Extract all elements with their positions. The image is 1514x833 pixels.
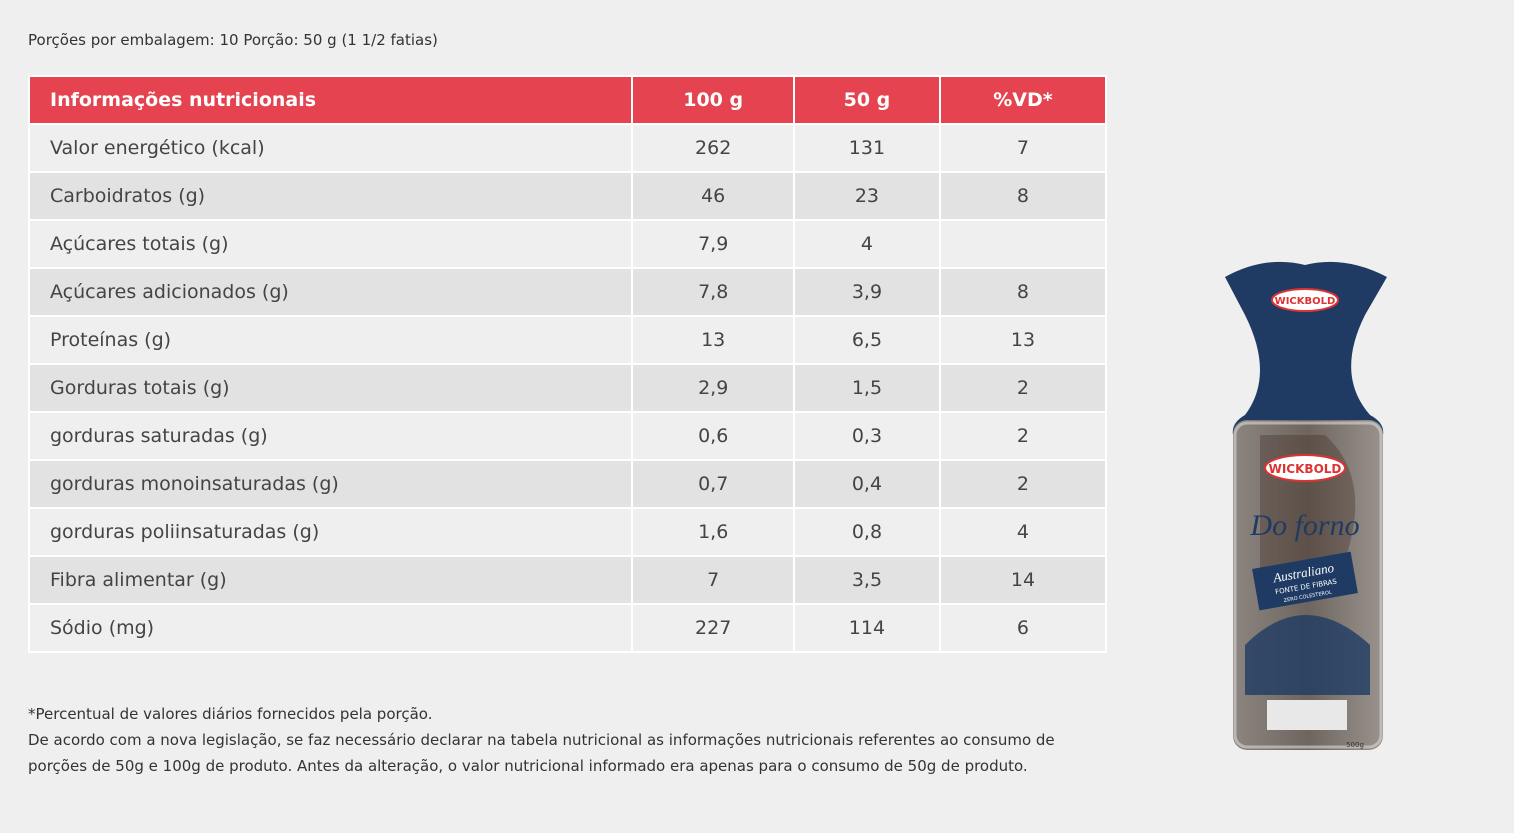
cell-value: 2,9 — [631, 363, 795, 413]
table-header: Informações nutricionais 100 g 50 g %VD* — [27, 75, 1108, 125]
cell-label: Gorduras totais (g) — [27, 363, 634, 413]
table-row: Proteínas (g) 13 6,5 13 — [27, 315, 1108, 365]
cell-value: 6 — [938, 603, 1108, 653]
cell-value: 0,3 — [792, 411, 941, 461]
cell-value: 2 — [938, 411, 1108, 461]
cell-value: 227 — [631, 603, 795, 653]
note: *Percentual de valores diários fornecido… — [28, 705, 433, 723]
cell-value: 13 — [631, 315, 795, 365]
product-line: Do forno — [1249, 509, 1359, 542]
cell-value: 1,6 — [631, 507, 795, 557]
cell-label: gorduras saturadas (g) — [27, 411, 634, 461]
column-header: 50 g — [792, 75, 941, 125]
weight: 500g — [1346, 741, 1364, 749]
cell-value: 0,4 — [792, 459, 941, 509]
table-row: Fibra alimentar (g) 7 3,5 14 — [27, 555, 1108, 605]
cell-value: 23 — [792, 171, 941, 221]
cell-value: 0,6 — [631, 411, 795, 461]
table-row: gorduras poliinsaturadas (g) 1,6 0,8 4 — [27, 507, 1108, 557]
cell-value: 13 — [938, 315, 1108, 365]
cell-label: Carboidratos (g) — [27, 171, 634, 221]
cell-value: 7 — [631, 555, 795, 605]
table-body: Valor energético (kcal) 262 131 7 Carboidrat… — [27, 123, 1108, 653]
cell-value: 7,8 — [631, 267, 795, 317]
cell-value: 14 — [938, 555, 1108, 605]
cell-value: 1,5 — [792, 363, 941, 413]
cell-label: Açúcares adicionados (g) — [27, 267, 634, 317]
table-row: gorduras monoinsaturadas (g) 0,7 0,4 2 — [27, 459, 1108, 509]
brand: WICKBOLD — [1269, 462, 1342, 476]
table-row: Valor energético (kcal) 262 131 7 — [27, 123, 1108, 173]
cell-value: 3,9 — [792, 267, 941, 317]
note: De acordo com a nova legislação, se faz … — [28, 731, 1055, 775]
cell-value: 262 — [631, 123, 795, 173]
notes: *Percentual de valores diários fornecido… — [28, 701, 1113, 779]
cell-value: 7 — [938, 123, 1108, 173]
cell — [938, 219, 1108, 269]
product-image: WICKBOLD WICKBOLD Do forno Australiano F… — [1225, 261, 1387, 750]
cell-label: Valor energético (kcal) — [27, 123, 634, 173]
cell-label: Fibra alimentar (g) — [27, 555, 634, 605]
cell-value: 114 — [792, 603, 941, 653]
cell-value: 8 — [938, 171, 1108, 221]
cell-value: 0,7 — [631, 459, 795, 509]
cell-label: gorduras monoinsaturadas (g) — [27, 459, 634, 509]
column-header: Informações nutricionais — [27, 75, 634, 125]
cell-value: 131 — [792, 123, 941, 173]
cell-value: 0,8 — [792, 507, 941, 557]
column-header: 100 g — [631, 75, 795, 125]
cell-value: 4 — [938, 507, 1108, 557]
cell-value: 46 — [631, 171, 795, 221]
column-header: %VD* — [938, 75, 1108, 125]
cell-value: 2 — [938, 459, 1108, 509]
cell-value: 3,5 — [792, 555, 941, 605]
cell-label: Açúcares totais (g) — [27, 219, 634, 269]
cell-label: gorduras poliinsaturadas (g) — [27, 507, 634, 557]
cell-label: Sódio (mg) — [27, 603, 634, 653]
cell-value: 6,5 — [792, 315, 941, 365]
cell-value: 7,9 — [631, 219, 795, 269]
cell-value: 4 — [792, 219, 941, 269]
table-row: Carboidratos (g) 46 23 8 — [27, 171, 1108, 221]
cell-label: Proteínas (g) — [27, 315, 634, 365]
cell-value: 2 — [938, 363, 1108, 413]
cell-value: 8 — [938, 267, 1108, 317]
table-row: Açúcares totais (g) 7,9 4 — [27, 219, 1108, 269]
serving-info: Porções por embalagem: 10 Porção: 50 g (… — [28, 31, 438, 49]
nutrition-table: Informações nutricionais 100 g 50 g %VD* Va… — [27, 75, 1108, 653]
brand: WICKBOLD — [1275, 296, 1336, 307]
table-row: Gorduras totais (g) 2,9 1,5 2 — [27, 363, 1108, 413]
table-row: Açúcares adicionados (g) 7,8 3,9 8 — [27, 267, 1108, 317]
table-row: Sódio (mg) 227 114 6 — [27, 603, 1108, 653]
table-row: gorduras saturadas (g) 0,6 0,3 2 — [27, 411, 1108, 461]
